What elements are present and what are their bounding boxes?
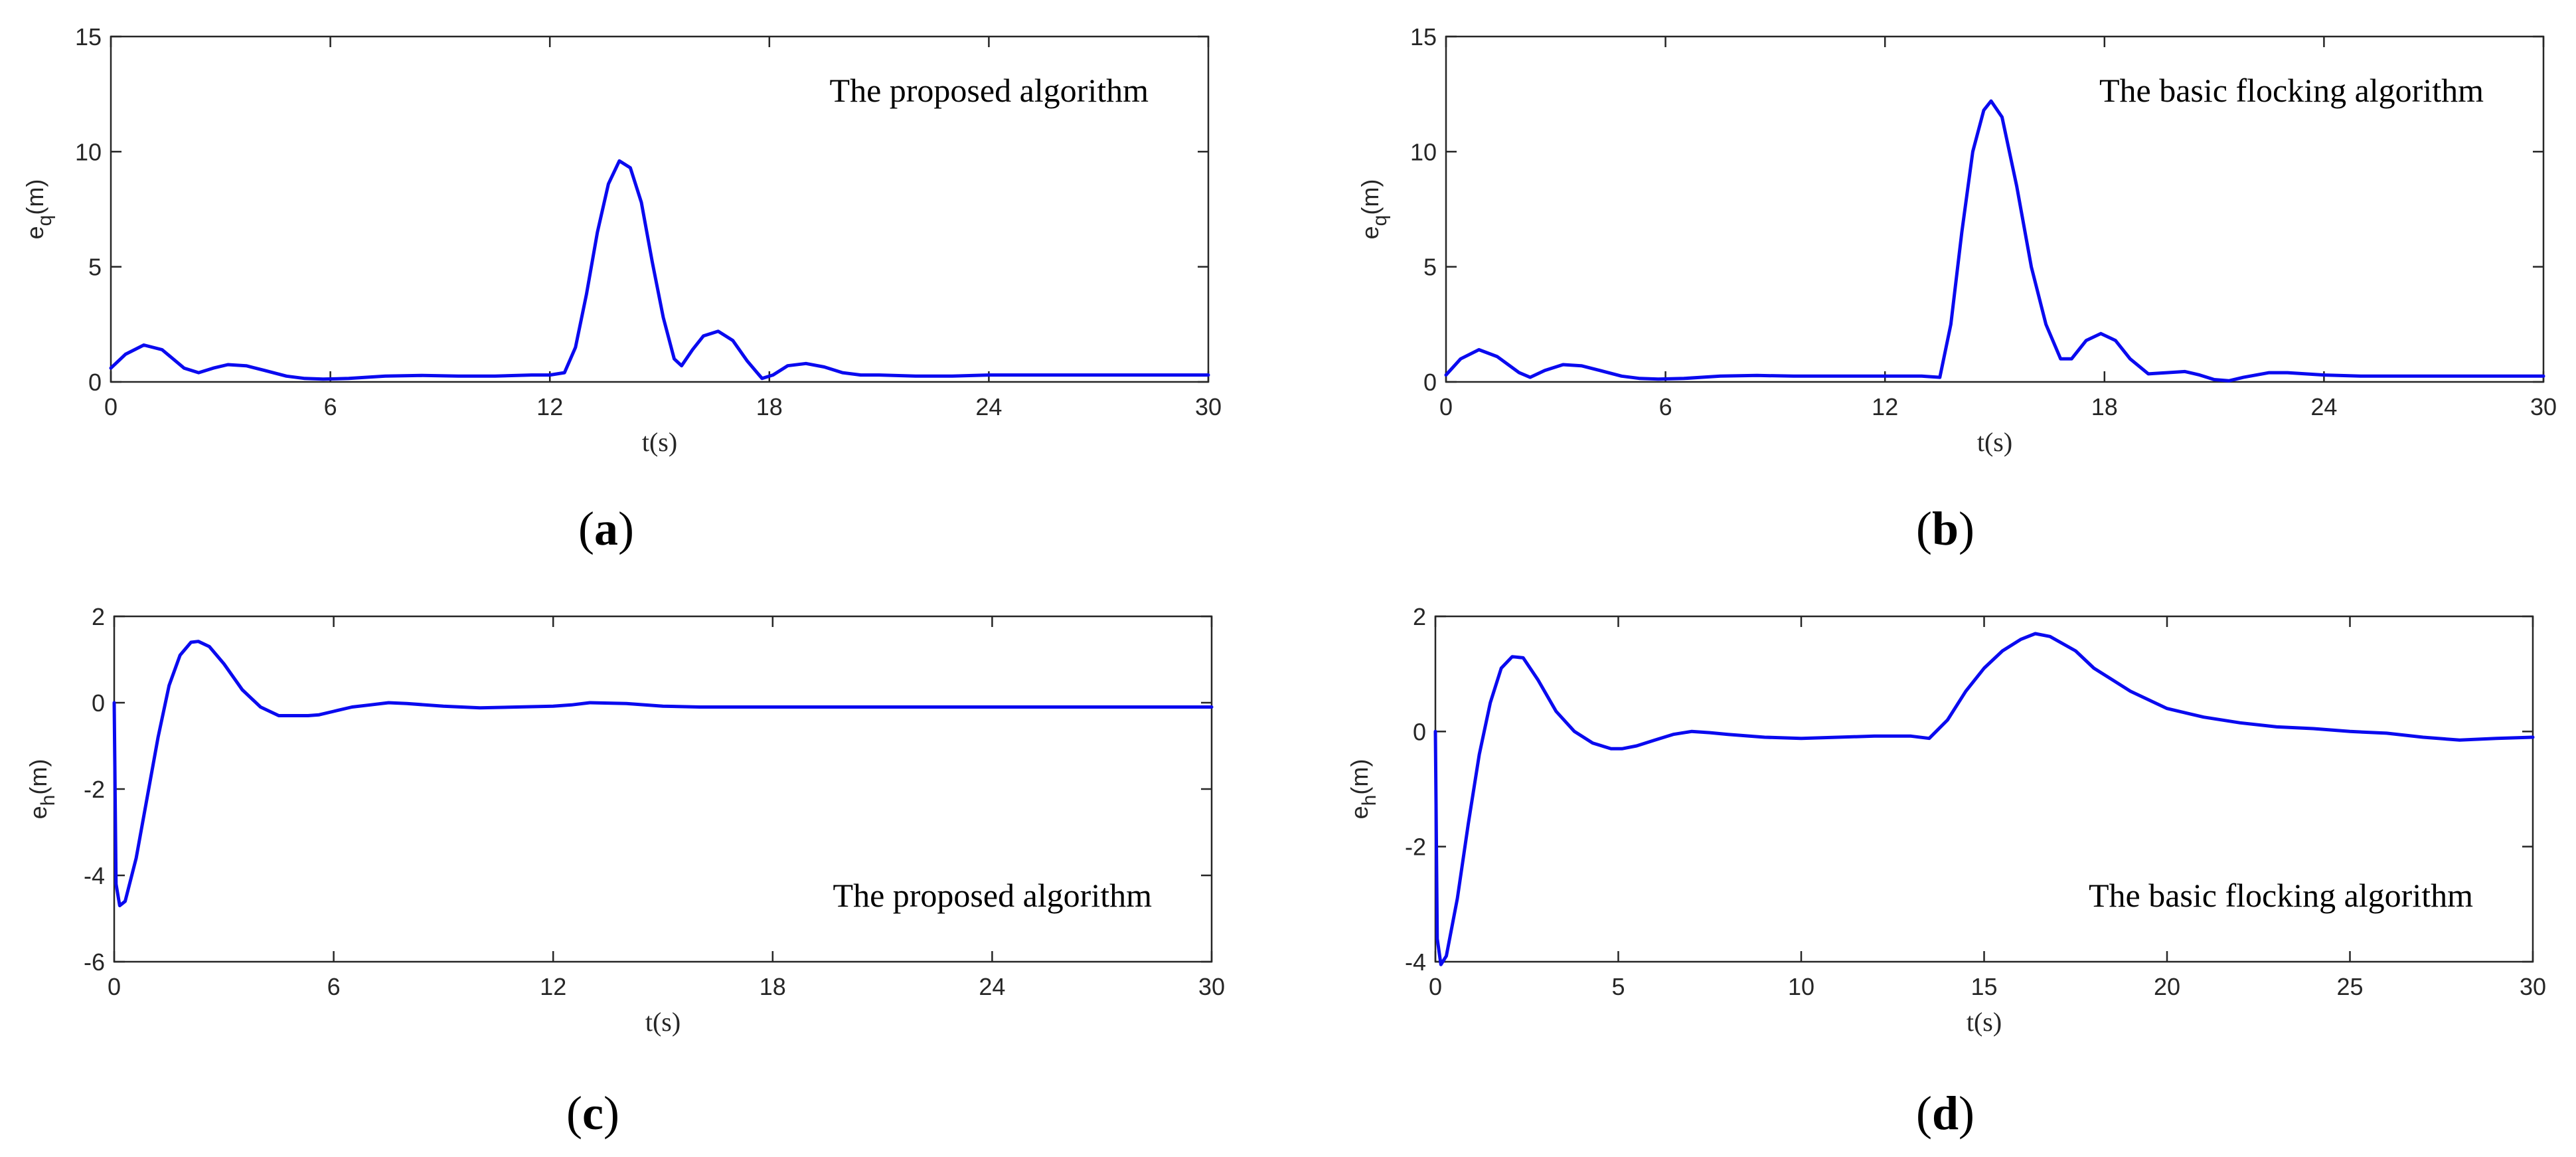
y-tick-label: -4 (84, 862, 105, 889)
x-tick-label: 30 (1195, 393, 1222, 420)
y-tick-label: 10 (1410, 138, 1437, 165)
y-tick-label: 15 (1410, 23, 1437, 50)
y-axis-title-unit: (m) (21, 179, 48, 215)
y-axis-title-base: e (21, 226, 48, 239)
caption-close-paren: ) (1959, 502, 1974, 555)
x-tick-label: 0 (104, 393, 118, 420)
y-tick-label: 0 (92, 689, 105, 717)
x-axis-title: t(s) (642, 427, 677, 457)
x-tick-label: 30 (2530, 393, 2557, 420)
x-tick-label: 10 (1788, 973, 1814, 1000)
y-tick-label: 0 (1423, 369, 1437, 396)
x-tick-label: 20 (2154, 973, 2180, 1000)
y-tick-label: 2 (92, 603, 105, 630)
x-tick-label: 30 (2520, 973, 2546, 1000)
y-axis-title-base: e (25, 806, 52, 819)
y-axis-title-unit: (m) (1356, 179, 1384, 215)
y-tick-label: 5 (88, 254, 102, 281)
panel-caption: (b) (1916, 502, 1974, 555)
y-axis-title-unit: (m) (25, 759, 52, 795)
y-tick-label: 0 (1413, 718, 1426, 745)
x-tick-label: 18 (756, 393, 783, 420)
x-tick-label: 6 (327, 973, 341, 1000)
x-tick-label: 6 (1659, 393, 1672, 420)
caption-open-paren: ( (1916, 502, 1932, 555)
x-tick-label: 15 (1971, 973, 1997, 1000)
caption-letter: c (582, 1087, 604, 1140)
y-axis-title-unit: (m) (1346, 759, 1373, 795)
y-axis-title-sub: h (1358, 795, 1380, 806)
x-tick-label: 25 (2336, 973, 2363, 1000)
annotation: The proposed algorithm (830, 72, 1149, 109)
y-tick-label: -2 (1405, 834, 1426, 861)
y-axis-title: eq(m) (1356, 179, 1391, 240)
x-axis-title: t(s) (645, 1007, 681, 1037)
x-tick-label: 12 (540, 973, 566, 1000)
y-tick-label: 2 (1413, 603, 1426, 630)
x-axis-title: t(s) (1967, 1007, 2002, 1037)
x-tick-label: 0 (1429, 973, 1442, 1000)
y-tick-label: -6 (84, 948, 105, 976)
caption-close-paren: ) (1959, 1087, 1974, 1140)
annotation: The basic flocking algorithm (2099, 72, 2484, 109)
x-tick-label: 18 (760, 973, 786, 1000)
panel-d: 0 5 10 15 20 25 30 -4 -2 0 2 t(s) eh(m) The basic flo… (1346, 603, 2546, 1140)
y-tick-label: -2 (84, 776, 105, 803)
y-tick-label: 15 (75, 23, 102, 50)
panel-b: 0 6 12 18 24 30 0 5 10 15 t(s) eq(m) The basic flock… (1356, 23, 2557, 555)
panel-caption: (a) (578, 502, 634, 555)
x-tick-label: 18 (2091, 393, 2118, 420)
panel-c: 0 6 12 18 24 30 -6 -4 -2 0 2 t(s) eh(m) The proposed … (25, 603, 1225, 1140)
y-axis-title-base: e (1346, 806, 1373, 819)
y-axis-title: eh(m) (1346, 759, 1380, 820)
caption-open-paren: ( (1916, 1087, 1932, 1140)
x-tick-label: 5 (1611, 973, 1625, 1000)
panel-caption: (c) (566, 1087, 619, 1140)
plot-frame (1445, 35, 2545, 383)
x-tick-label: 30 (1198, 973, 1225, 1000)
y-axis-title-sub: q (34, 215, 56, 226)
x-tick-label: 24 (979, 973, 1005, 1000)
series-line (112, 640, 1214, 907)
annotation: The basic flocking algorithm (2089, 877, 2473, 914)
x-tick-label: 24 (2310, 393, 2337, 420)
x-tick-label: 0 (1439, 393, 1453, 420)
plot-frame (110, 35, 1210, 383)
x-tick-label: 24 (975, 393, 1002, 420)
caption-close-paren: ) (604, 1087, 619, 1140)
x-tick-label: 12 (536, 393, 563, 420)
series-line (109, 159, 1210, 381)
series-line (1444, 99, 2545, 383)
y-tick-label: 5 (1423, 254, 1437, 281)
caption-letter: d (1932, 1087, 1959, 1140)
panel-a: 0 6 12 18 24 30 0 5 10 15 t(s) eq(m) The proposed al… (21, 23, 1222, 555)
y-axis-title-base: e (1356, 226, 1384, 239)
x-tick-label: 12 (1872, 393, 1898, 420)
x-tick-label: 6 (324, 393, 337, 420)
caption-letter: b (1932, 502, 1959, 555)
y-axis-title-sub: h (37, 795, 59, 806)
caption-open-paren: ( (578, 502, 594, 555)
panel-caption: (d) (1916, 1087, 1974, 1140)
x-axis-title: t(s) (1977, 427, 2012, 457)
y-tick-label: -4 (1405, 948, 1426, 976)
annotation: The proposed algorithm (833, 877, 1153, 914)
series-line (1433, 632, 2535, 966)
y-tick-label: 10 (75, 138, 102, 165)
caption-letter: a (594, 502, 618, 555)
x-tick-label: 0 (108, 973, 121, 1000)
caption-close-paren: ) (618, 502, 634, 555)
y-tick-label: 0 (88, 369, 102, 396)
caption-open-paren: ( (566, 1087, 582, 1140)
y-axis-title-sub: q (1369, 215, 1391, 226)
y-axis-title: eq(m) (21, 179, 56, 240)
y-axis-title: eh(m) (25, 759, 59, 820)
